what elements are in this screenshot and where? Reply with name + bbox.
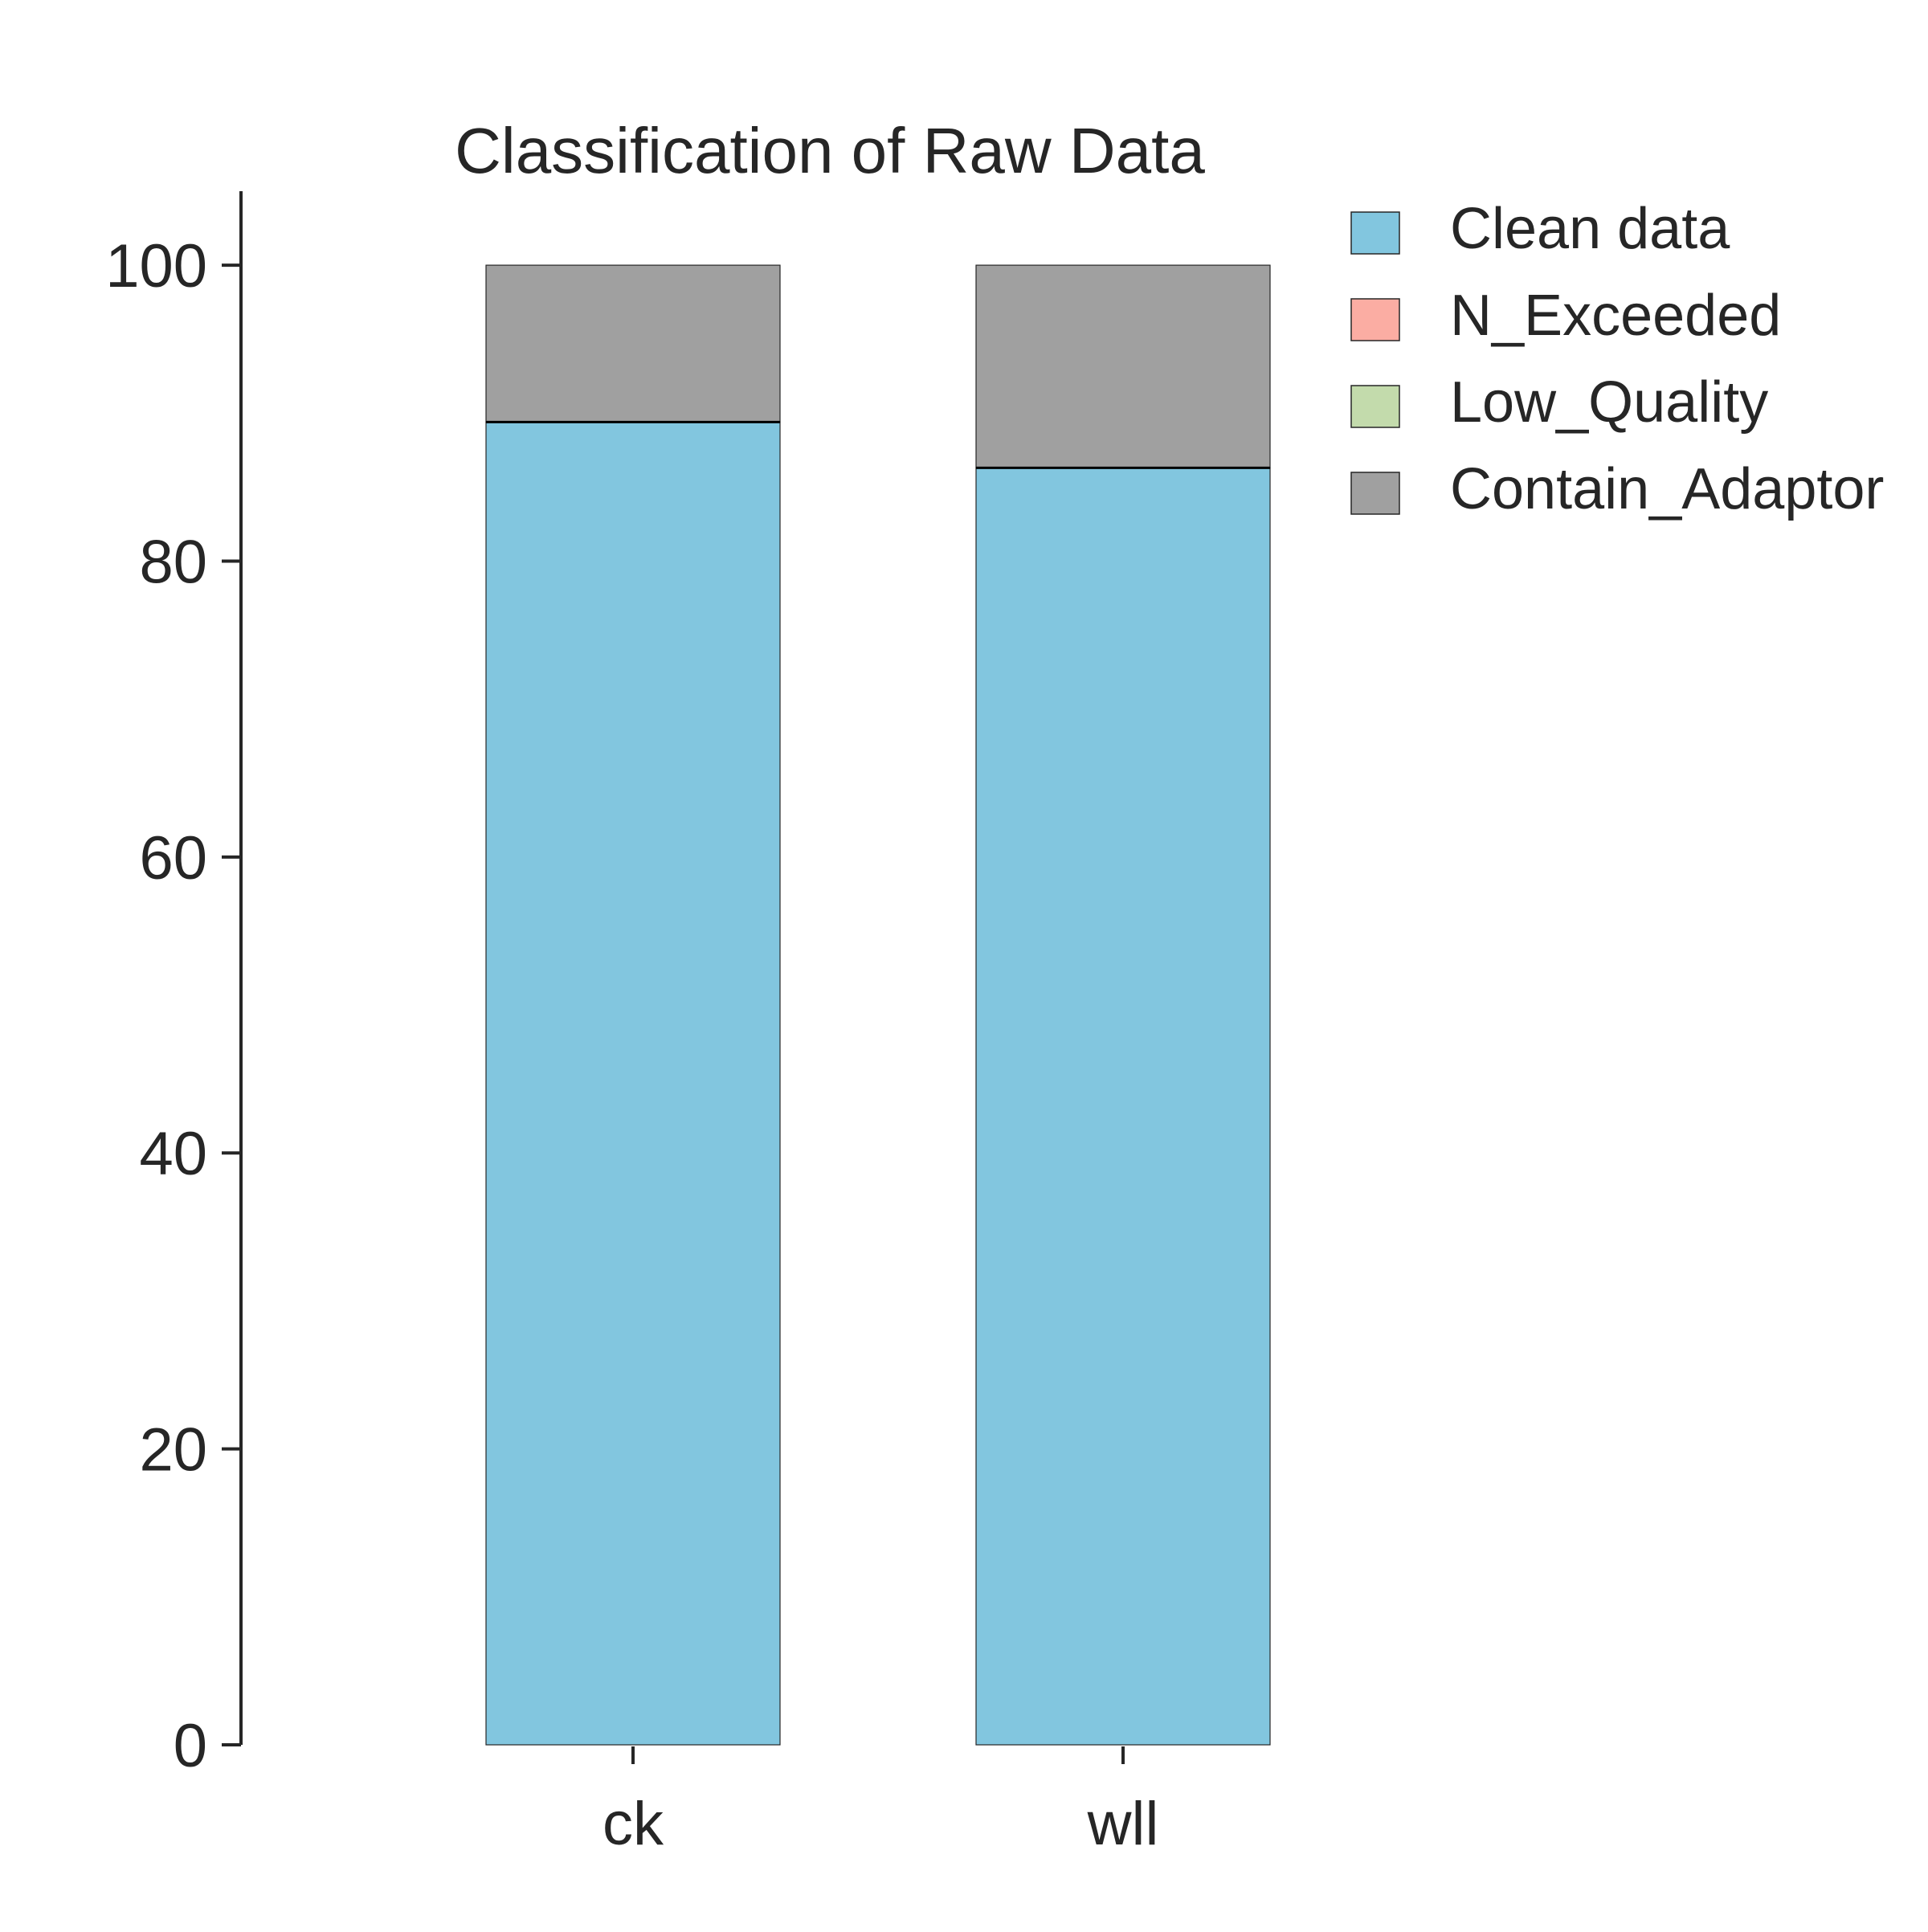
y-tick-label: 40 [139,1120,207,1188]
bar-wll-clean-data [975,467,1271,1746]
bar-ck-clean-data [485,421,781,1746]
bars-layer [485,264,1271,1746]
y-axis: 0 20 40 60 80 100 [105,191,243,1780]
legend-item: N_Exceeded [1350,284,1781,348]
chart-title: Classification of Raw Data [455,115,1205,186]
legend-swatch [1350,211,1400,255]
legend-label: Low_Quality [1450,370,1768,435]
legend-swatch [1350,298,1400,341]
y-tick-label: 80 [139,528,207,596]
bar-ck-contain-adaptor [485,264,781,423]
legend-swatch [1350,385,1400,428]
legend-item: Clean data [1350,197,1730,261]
legend-swatch [1350,472,1400,515]
x-tick-label: wll [1087,1790,1159,1858]
y-tick-label: 60 [139,824,207,892]
legend-item: Contain_Adaptor [1350,457,1884,521]
y-tick-label: 0 [174,1712,207,1780]
bar-wll-contain-adaptor [975,264,1271,469]
y-tick-label: 100 [105,232,207,300]
legend: Clean data N_Exceeded Low_Quality Contain_A… [1350,197,1884,521]
legend-label: Clean data [1450,197,1730,261]
legend-item: Low_Quality [1350,370,1768,435]
x-tick-label: ck [602,1790,664,1858]
y-tick-label: 20 [139,1416,207,1485]
legend-label: Contain_Adaptor [1450,457,1884,521]
legend-label: N_Exceeded [1450,284,1781,348]
x-axis: ck wll [602,1746,1158,1858]
